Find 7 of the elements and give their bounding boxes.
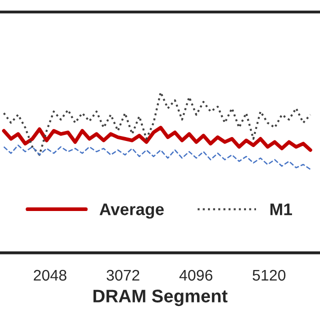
legend-label: Average	[100, 204, 164, 219]
x-tick-label: 5120	[252, 270, 286, 281]
x-tick-label: 4096	[179, 270, 212, 281]
x-axis-title: DRAM Segment	[93, 290, 228, 306]
x-tick-label: 3072	[106, 270, 140, 281]
x-tick-label: 2048	[34, 270, 66, 281]
legend-label: M1	[270, 204, 292, 216]
